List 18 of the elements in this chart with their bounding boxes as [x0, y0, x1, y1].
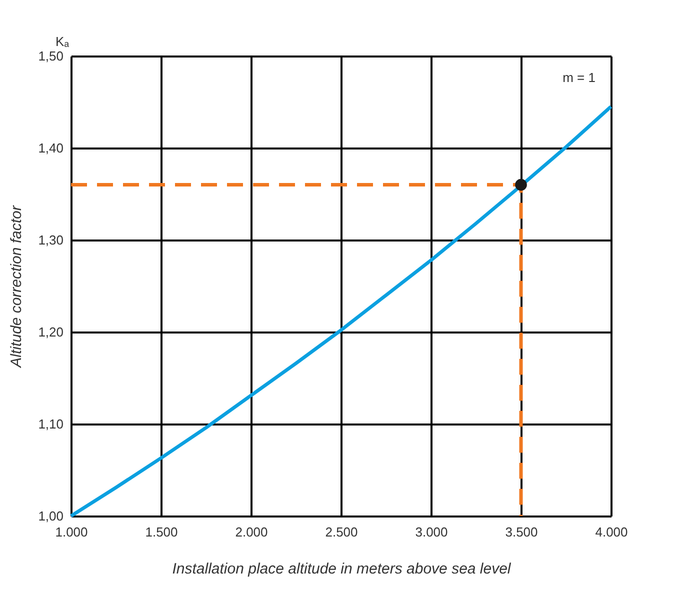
- text: Kₐ: [55, 34, 70, 49]
- y-tick-label: 1,30: [38, 232, 64, 248]
- x-tick-label: 1.500: [145, 524, 178, 540]
- x-tick-label: 4.000: [595, 524, 628, 540]
- x-tick-label: 2.500: [325, 524, 358, 540]
- y-tick-label: 1,50: [38, 48, 64, 64]
- x-tick-label: 3.000: [415, 524, 448, 540]
- y-tick-label: 1,20: [38, 324, 64, 340]
- y-axis-title: Altitude correction factor: [8, 204, 26, 368]
- line-series: [69, 104, 613, 518]
- x-axis-title: Installation place altitude in meters above sea level: [172, 560, 512, 578]
- y-tick-label: 1,40: [38, 140, 64, 156]
- x-tick-label: 2.000: [235, 524, 268, 540]
- x-tick-label: 3.500: [505, 524, 538, 540]
- annotation: m = 1: [562, 70, 596, 85]
- x-tick-label: 1.000: [55, 524, 88, 540]
- y-tick-label: 1,00: [38, 508, 64, 524]
- y-tick-label: 1,10: [38, 416, 64, 432]
